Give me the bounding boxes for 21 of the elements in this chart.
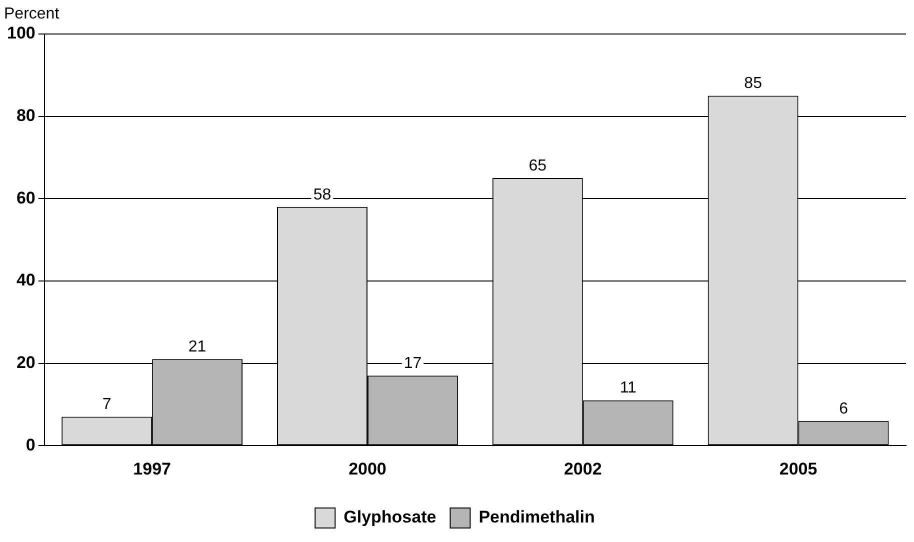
- data-label: 11: [620, 380, 637, 397]
- y-tick-label: 0: [26, 435, 36, 454]
- data-label: 85: [744, 75, 762, 92]
- data-label: 7: [102, 396, 112, 414]
- y-tick-label: 80: [16, 106, 36, 126]
- y-axis-title: Percent: [4, 5, 60, 22]
- x-tick-label: 2005: [779, 459, 818, 478]
- y-tick-label: 20: [16, 352, 36, 372]
- data-label: 17: [404, 355, 422, 372]
- data-label: 65: [528, 157, 547, 174]
- x-tick-label: 2002: [564, 459, 602, 478]
- y-tick-label: 40: [16, 270, 36, 290]
- data-label: 58: [313, 186, 332, 204]
- legend-label: Pendimethalin: [478, 508, 595, 527]
- legend-label: Glyphosate: [344, 508, 436, 527]
- x-tick-label: 1997: [133, 459, 171, 478]
- x-tick-label: 2000: [348, 459, 386, 478]
- y-tick-label: 100: [6, 24, 36, 43]
- data-label: 6: [839, 400, 848, 418]
- data-label: 21: [188, 338, 206, 356]
- y-tick-label: 60: [16, 188, 36, 208]
